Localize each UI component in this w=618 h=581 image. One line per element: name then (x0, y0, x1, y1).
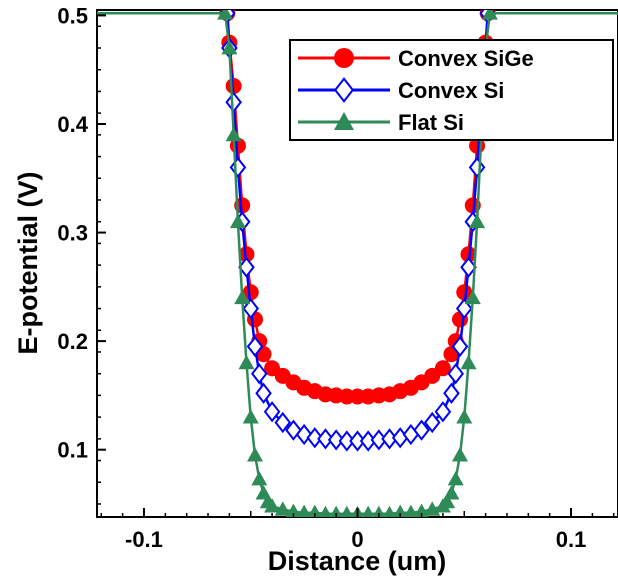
data-point-triangle (225, 126, 242, 142)
legend-label: Flat Si (398, 110, 464, 135)
legend-entries: Convex SiGe Convex Si Flat Si (298, 46, 534, 135)
data-point-diamond (434, 401, 452, 423)
data-point-diamond (447, 363, 465, 385)
axes-layer: -0.1 0 0.1 0.1 0.2 0.3 0.4 0.5 (57, 3, 615, 552)
legend-label: Convex Si (398, 78, 504, 103)
data-point-triangle (242, 409, 259, 424)
data-point-triangle (334, 112, 354, 130)
data-point-triangle (307, 504, 322, 517)
data-point-triangle (451, 447, 468, 462)
data-point-diamond (333, 77, 355, 103)
data-point-triangle (329, 505, 343, 517)
data-point-diamond (238, 256, 255, 278)
legend-entry: Convex SiGe (298, 46, 534, 71)
data-point-diamond (246, 335, 264, 358)
data-point-diamond (255, 382, 272, 404)
data-point-diamond (274, 411, 292, 434)
y-tick-label: 0.1 (57, 438, 88, 463)
data-point-triangle (464, 289, 481, 305)
data-point-triangle (217, 10, 234, 20)
legend: Convex SiGe Convex Si Flat Si (289, 39, 614, 141)
data-point-triangle (274, 501, 291, 516)
data-point-triangle (481, 10, 498, 20)
y-tick-label: 0.4 (57, 112, 88, 137)
data-point-diamond (317, 428, 334, 450)
data-point-triangle (234, 289, 251, 305)
data-point-diamond (250, 363, 268, 385)
x-tick-label: 0.1 (556, 527, 587, 552)
legend-label: Convex SiGe (398, 46, 534, 71)
data-point-triangle (443, 485, 460, 500)
data-point-circle (456, 284, 473, 301)
data-point-diamond (413, 419, 430, 441)
data-point-diamond (306, 427, 324, 449)
y-axis-title: E-potential (V) (13, 172, 43, 355)
data-point-triangle (340, 505, 354, 517)
data-point-diamond (338, 430, 356, 452)
x-axis-title: Distance (um) (268, 546, 447, 576)
y-tick-label: 0.2 (57, 329, 88, 354)
data-point-circle (334, 48, 354, 68)
data-point-diamond (327, 429, 345, 451)
legend-entry: Flat Si (298, 110, 464, 135)
data-point-triangle (229, 213, 246, 229)
data-point-triangle (404, 504, 418, 517)
data-point-triangle (447, 471, 464, 486)
data-point-triangle (460, 354, 477, 370)
data-point-triangle (414, 503, 430, 517)
data-point-diamond (460, 256, 477, 278)
x-tick-label: 0 (351, 527, 363, 552)
data-point-triangle (251, 471, 268, 486)
data-point-triangle (372, 505, 386, 517)
data-point-diamond (349, 430, 366, 452)
data-point-circle (434, 360, 451, 377)
data-point-triangle (285, 503, 301, 517)
data-point-triangle (456, 409, 473, 424)
y-tick-label: 0.5 (57, 3, 88, 28)
data-point-diamond (443, 382, 460, 404)
data-point-triangle (319, 505, 332, 517)
data-point-triangle (439, 493, 456, 509)
data-point-diamond (423, 411, 441, 434)
data-point-diamond (263, 401, 281, 423)
data-point-triangle (264, 498, 281, 513)
data-point-triangle (393, 504, 408, 517)
data-point-triangle (383, 505, 396, 517)
data-point-triangle (238, 354, 255, 370)
data-point-triangle (221, 39, 238, 55)
y-tick-label: 0.3 (57, 221, 88, 246)
data-point-circle (242, 284, 259, 301)
data-point-diamond (285, 419, 302, 441)
data-point-diamond (451, 335, 469, 358)
data-point-triangle (361, 505, 375, 517)
data-point-triangle (297, 504, 311, 517)
data-point-triangle (247, 447, 264, 462)
data-point-triangle (469, 213, 486, 229)
legend-entry: Convex Si (298, 77, 504, 103)
x-tick-label: -0.1 (125, 527, 163, 552)
